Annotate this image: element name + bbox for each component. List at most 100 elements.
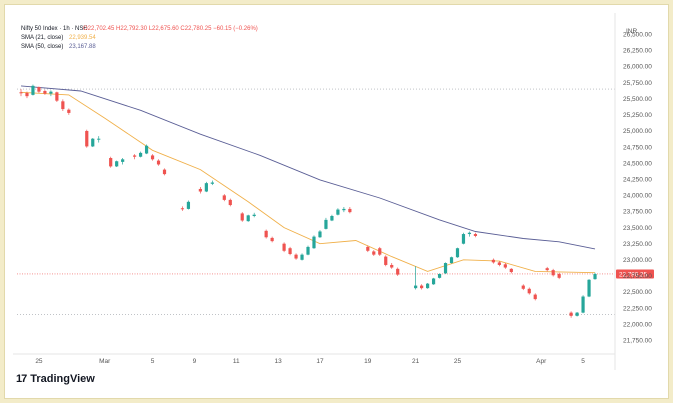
tradingview-logo-text: TradingView [30, 373, 95, 385]
candle [133, 154, 137, 160]
candle [455, 247, 460, 258]
candle [348, 206, 352, 214]
y-tick-label: 25,000.00 [623, 128, 652, 135]
y-axis: 21,750.00 22,000.00 22,250.00 22,500.00 22,7… [623, 32, 652, 345]
candle [521, 284, 525, 291]
y-tick-label: 24,750.00 [623, 144, 652, 151]
tradingview-logo: 17 TradingView [16, 373, 95, 385]
candle [294, 253, 298, 260]
candle-body [449, 257, 454, 264]
x-tick-label: 9 [193, 358, 197, 365]
candle-body [420, 285, 424, 289]
candle-body [222, 195, 226, 200]
candle-body [521, 285, 525, 289]
candle-body [312, 236, 316, 249]
candle-body [198, 188, 202, 192]
legend-sma21-value: 22,939.54 [69, 35, 96, 41]
candle-body [491, 259, 495, 263]
candle-body [348, 208, 352, 213]
last-price-line: 22,780.25 [17, 269, 654, 279]
candle [384, 255, 388, 267]
legend-symbol: Nifty 50 Index · 1h · NSE [21, 26, 87, 32]
candle [593, 272, 597, 280]
candle-body [581, 296, 585, 313]
candle [240, 212, 244, 222]
candle [210, 180, 214, 186]
y-tick-label: 23,250.00 [623, 241, 652, 248]
candle [115, 160, 119, 168]
y-tick-label: 24,250.00 [623, 176, 652, 183]
x-tick-label: 25 [454, 358, 462, 365]
candle-body [246, 215, 250, 222]
candle [437, 273, 442, 279]
candle-body [390, 264, 394, 268]
candle-body [19, 92, 23, 94]
candle-body [336, 209, 340, 215]
candle-body [61, 101, 65, 110]
candle-body [31, 85, 35, 95]
candle [467, 231, 472, 237]
candle-body [306, 246, 310, 255]
candle [557, 272, 561, 280]
candle [49, 90, 53, 97]
candle-body [587, 279, 591, 297]
candle-body [109, 158, 113, 167]
candle-body [133, 155, 137, 157]
candle [324, 217, 328, 230]
x-tick-label: 19 [364, 358, 372, 365]
candle [312, 235, 316, 249]
candle-body [186, 201, 191, 209]
candle [61, 99, 65, 111]
candle-body [384, 256, 388, 265]
candle-body [378, 248, 382, 255]
candle-body [455, 248, 460, 258]
candle-body [372, 251, 376, 255]
candle [144, 144, 149, 155]
candle [581, 295, 585, 314]
candle-body [443, 263, 448, 274]
y-tick-label: 25,750.00 [623, 80, 652, 87]
candle [551, 268, 555, 277]
chart-frame: 22,780.25 21,750.00 22,000.00 22,250.00 22,… [4, 4, 669, 399]
candle [587, 279, 591, 298]
x-tick-label: 5 [151, 358, 155, 365]
chart-canvas: 22,780.25 21,750.00 22,000.00 22,250.00 22,… [13, 13, 654, 370]
candle [575, 311, 579, 317]
candle [336, 208, 340, 216]
candle [288, 246, 292, 256]
candle [372, 250, 376, 256]
candle-body [91, 138, 95, 147]
currency-label: INR [626, 28, 638, 35]
candle-body [37, 87, 41, 92]
candle [228, 198, 232, 207]
candle [138, 151, 143, 158]
x-tick-label: 11 [233, 358, 240, 365]
candle [180, 206, 185, 211]
last-price-tag-label: 22,780.25 [619, 271, 648, 278]
legend-sma50-value: 23,167.88 [69, 44, 96, 50]
candle-body [318, 231, 322, 238]
candle [204, 181, 208, 193]
candle [264, 229, 268, 239]
candle-body [43, 91, 47, 94]
candle [378, 246, 382, 256]
candle [109, 156, 113, 168]
candle [282, 242, 286, 253]
candle-body [49, 91, 53, 94]
reference-lines [17, 88, 615, 315]
y-tick-label: 23,500.00 [623, 225, 652, 232]
candle [425, 283, 430, 289]
candle-body [121, 159, 125, 162]
candle-body [593, 273, 597, 280]
candle-body [545, 268, 549, 271]
x-tick-label: 5 [581, 358, 585, 365]
candle-body [575, 312, 579, 316]
candle-body [569, 312, 573, 316]
y-tick-label: 23,750.00 [623, 209, 652, 216]
x-axis: 25 Mar 5 9 11 13 17 19 21 25 Apr 5 [35, 358, 585, 365]
sma21-line [20, 91, 596, 274]
candle-body [300, 254, 304, 260]
y-tick-label: 24,500.00 [623, 160, 652, 167]
candle-body [85, 130, 89, 147]
y-tick-label: 26,250.00 [623, 48, 652, 55]
